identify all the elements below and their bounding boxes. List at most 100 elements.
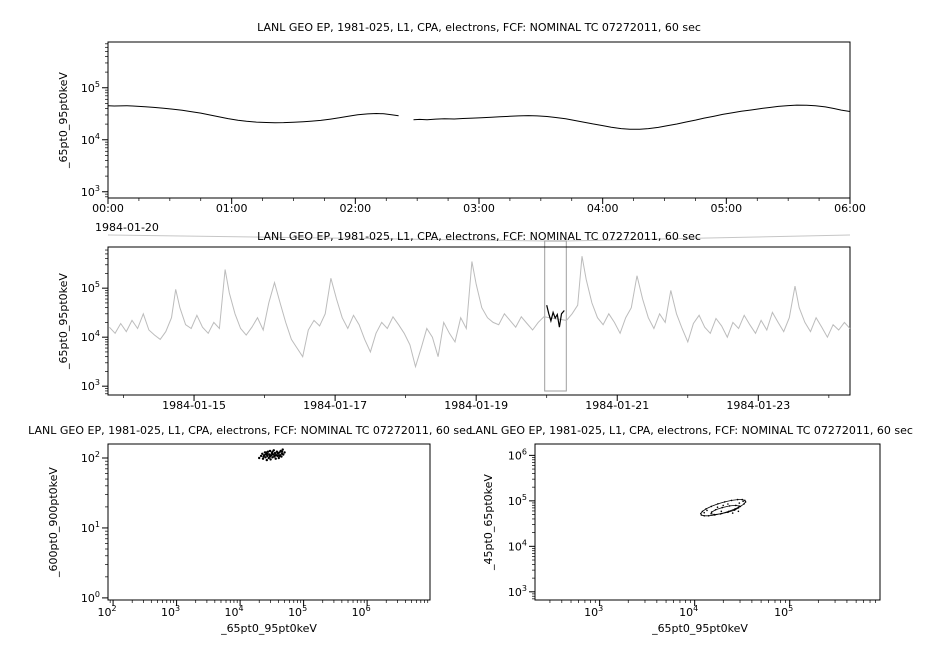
scatter-point — [716, 506, 719, 509]
scatter-point — [261, 457, 265, 460]
scatter-point — [737, 510, 740, 513]
selection-box[interactable] — [544, 240, 567, 392]
panel3-title: LANL GEO EP, 1981-025, L1, CPA, electron… — [28, 424, 472, 437]
tick-label: 03:00 — [463, 202, 495, 215]
scatter-point — [273, 454, 277, 457]
tick-label: 105 — [81, 80, 100, 95]
scatter-point — [738, 505, 740, 507]
scatter-point — [738, 502, 741, 504]
tick-label: 103 — [161, 604, 180, 619]
scatter-point — [277, 456, 280, 460]
scatter-point — [268, 453, 271, 456]
tick-label: 105 — [774, 604, 793, 619]
series-line — [546, 305, 565, 328]
tick-label: 00:00 — [92, 202, 124, 215]
scatter-point — [714, 509, 717, 511]
tick-label: 104 — [81, 329, 100, 344]
scatter-point — [731, 512, 734, 514]
scatter-point — [266, 454, 269, 458]
scatter-point — [269, 458, 272, 461]
scatter-point — [273, 451, 277, 455]
scatter-point — [278, 454, 281, 458]
panel4-title: LANL GEO EP, 1981-025, L1, CPA, electron… — [469, 424, 913, 437]
tick-label: 104 — [679, 604, 698, 619]
scatter-point — [727, 503, 729, 505]
panel3-x-axis-label: _65pt0_95pt0keV — [220, 622, 317, 635]
panel4-x-axis-label: _65pt0_95pt0keV — [651, 622, 748, 635]
tick-label: 105 — [288, 604, 307, 619]
panel4: 103 104 105 106 103 104 105 — [508, 443, 881, 619]
tick-label: 06:00 — [834, 202, 866, 215]
scatter-point — [744, 501, 747, 503]
scatter-point — [710, 505, 713, 508]
panel1-y-axis-label: _65pt0_95pt0keV — [57, 72, 70, 169]
scatter-point — [700, 512, 702, 515]
scatter-point — [735, 504, 737, 507]
scatter-point — [259, 454, 263, 458]
scatter-point — [265, 458, 268, 462]
scatter-point — [721, 506, 723, 509]
scatter-point — [280, 450, 284, 453]
scatter-point — [737, 507, 740, 509]
scatter-point — [730, 499, 733, 502]
panel2-title: LANL GEO EP, 1981-025, L1, CPA, electron… — [257, 230, 701, 243]
scatter-point — [741, 498, 743, 501]
tick-label: 103 — [81, 184, 100, 199]
scatter-point — [736, 498, 739, 501]
tick-label: 101 — [81, 520, 100, 535]
scatter-point — [268, 449, 272, 453]
panel4-y-axis-label: _45pt0_65pt0keV — [482, 474, 495, 571]
tick-label: 05:00 — [710, 202, 742, 215]
tick-label: 102 — [98, 604, 117, 619]
scatter-point — [276, 451, 279, 455]
scatter-point — [281, 448, 284, 451]
tick-label: 102 — [81, 450, 100, 465]
tick-label: 106 — [352, 604, 371, 619]
tick-label: 104 — [225, 604, 244, 619]
scatter-point — [722, 504, 724, 507]
scatter-point — [728, 505, 731, 507]
scatter-point — [723, 501, 726, 503]
series-line — [413, 104, 851, 130]
scatter-point — [744, 499, 746, 502]
panel3: 100 101 102 102 103 104 105 106 — [81, 443, 431, 619]
scatter-point — [733, 509, 736, 511]
tick-label: 1984-01-15 — [162, 399, 226, 412]
series-line — [107, 105, 399, 124]
scatter-point — [727, 511, 729, 514]
scatter-point — [271, 456, 274, 459]
scatter-point — [261, 452, 264, 455]
scatter-point — [266, 450, 270, 453]
scatter-point — [717, 503, 719, 505]
scatter-point — [719, 513, 722, 515]
tick-label: 100 — [81, 590, 100, 605]
scatter-point — [271, 450, 274, 453]
chart-render-layer: 103 104 105 00:00 01:00 02:00 03:00 04:00 05:00 0… — [81, 41, 881, 619]
scatter-point — [706, 509, 708, 512]
scatter-point — [705, 508, 707, 510]
panel1: 103 104 105 00:00 01:00 02:00 03:00 04:00 05:00 0… — [81, 41, 866, 215]
tick-label: 1984-01-19 — [444, 399, 508, 412]
scatter-point — [283, 451, 286, 454]
scatter-point — [720, 510, 723, 513]
tick-label: 105 — [81, 280, 100, 295]
scatter-point — [282, 453, 285, 456]
tick-label: 1984-01-21 — [585, 399, 649, 412]
tick-label: 01:00 — [216, 202, 248, 215]
panel2-y-axis-label: _65pt0_95pt0keV — [57, 273, 70, 370]
tick-label: 02:00 — [339, 202, 371, 215]
scatter-point — [703, 511, 705, 514]
tick-label: 106 — [508, 447, 527, 462]
scatter-point — [271, 453, 275, 456]
panel2: 103 104 105 1984-01-15 1984-01-17 1984-01-19 1… — [81, 234, 851, 412]
scatter-point — [743, 503, 745, 505]
panel1-title: LANL GEO EP, 1981-025, L1, CPA, electron… — [257, 21, 701, 34]
scatter-point — [264, 451, 268, 454]
tick-label: 104 — [81, 132, 100, 147]
tick-label: 103 — [584, 604, 603, 619]
tick-label: 04:00 — [587, 202, 619, 215]
scatter-point — [262, 455, 265, 458]
scatter-point — [710, 511, 713, 513]
